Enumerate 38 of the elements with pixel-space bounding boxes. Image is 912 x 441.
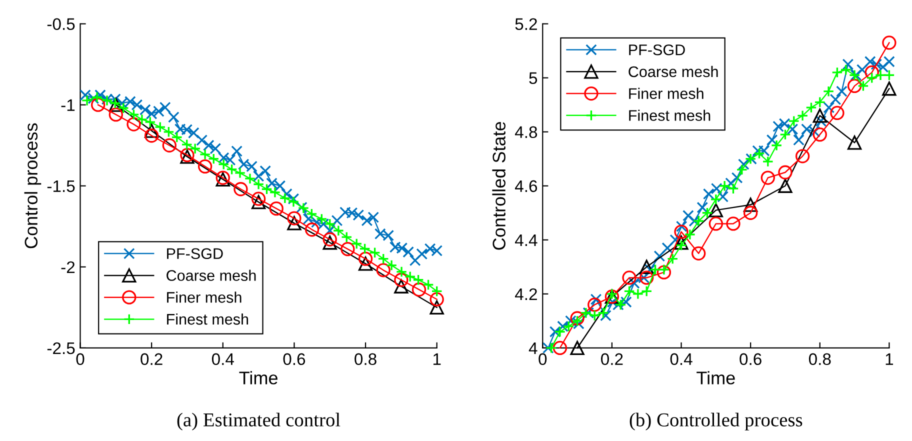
x-tick-label: 0.2: [140, 353, 162, 366]
legend-label: PF-SGD: [167, 248, 223, 260]
y-tick-label: 5.2: [515, 18, 537, 30]
legend-label: Finer mesh: [167, 292, 242, 303]
y-tick-label: -2: [61, 261, 75, 273]
x-axis-title: Time: [696, 371, 735, 384]
y-tick-label: -1.5: [47, 180, 75, 192]
y-tick-label: 4.8: [514, 126, 538, 138]
x-tick-label: 0: [76, 353, 84, 366]
y-axis-title: Control process: [24, 123, 42, 248]
text: (b) Controlled process: [630, 412, 802, 430]
legend-label: PF-SGD: [629, 44, 685, 56]
x-tick-label: 0.6: [283, 353, 306, 366]
x-axis-title: Time: [239, 371, 278, 384]
x-tick-label: 0.8: [354, 353, 376, 366]
legend-label: Coarse mesh: [628, 66, 718, 78]
y-tick-label: 4: [528, 342, 538, 354]
y-tick-label: -0.5: [47, 18, 75, 30]
x-tick-label: 0.4: [670, 353, 692, 366]
legend-label: Finest mesh: [629, 110, 710, 121]
x-tick-label: 0.6: [740, 353, 762, 366]
legend-label: Finest mesh: [167, 313, 248, 325]
x-tick-label: 1: [433, 353, 441, 365]
y-tick-label: 4.2: [514, 288, 537, 300]
x-tick-label: 0.8: [808, 353, 831, 366]
y-tick-label: 4.6: [514, 180, 538, 192]
y-tick-label: -1: [61, 99, 75, 111]
legend-label: Finer mesh: [629, 88, 704, 100]
legend-label: Coarse mesh: [166, 270, 256, 281]
x-tick-label: 1: [886, 353, 894, 365]
x-tick-label: 0.4: [212, 353, 234, 366]
x-tick-label: 0: [538, 353, 547, 366]
y-tick-label: 5: [529, 72, 538, 84]
y-axis-title: Controlled State: [492, 122, 506, 250]
x-tick-label: 0.2: [601, 353, 623, 366]
text: (a) Estimated control: [177, 412, 340, 430]
y-tick-label: -2.5: [47, 342, 75, 354]
y-tick-label: 4.4: [514, 234, 538, 246]
